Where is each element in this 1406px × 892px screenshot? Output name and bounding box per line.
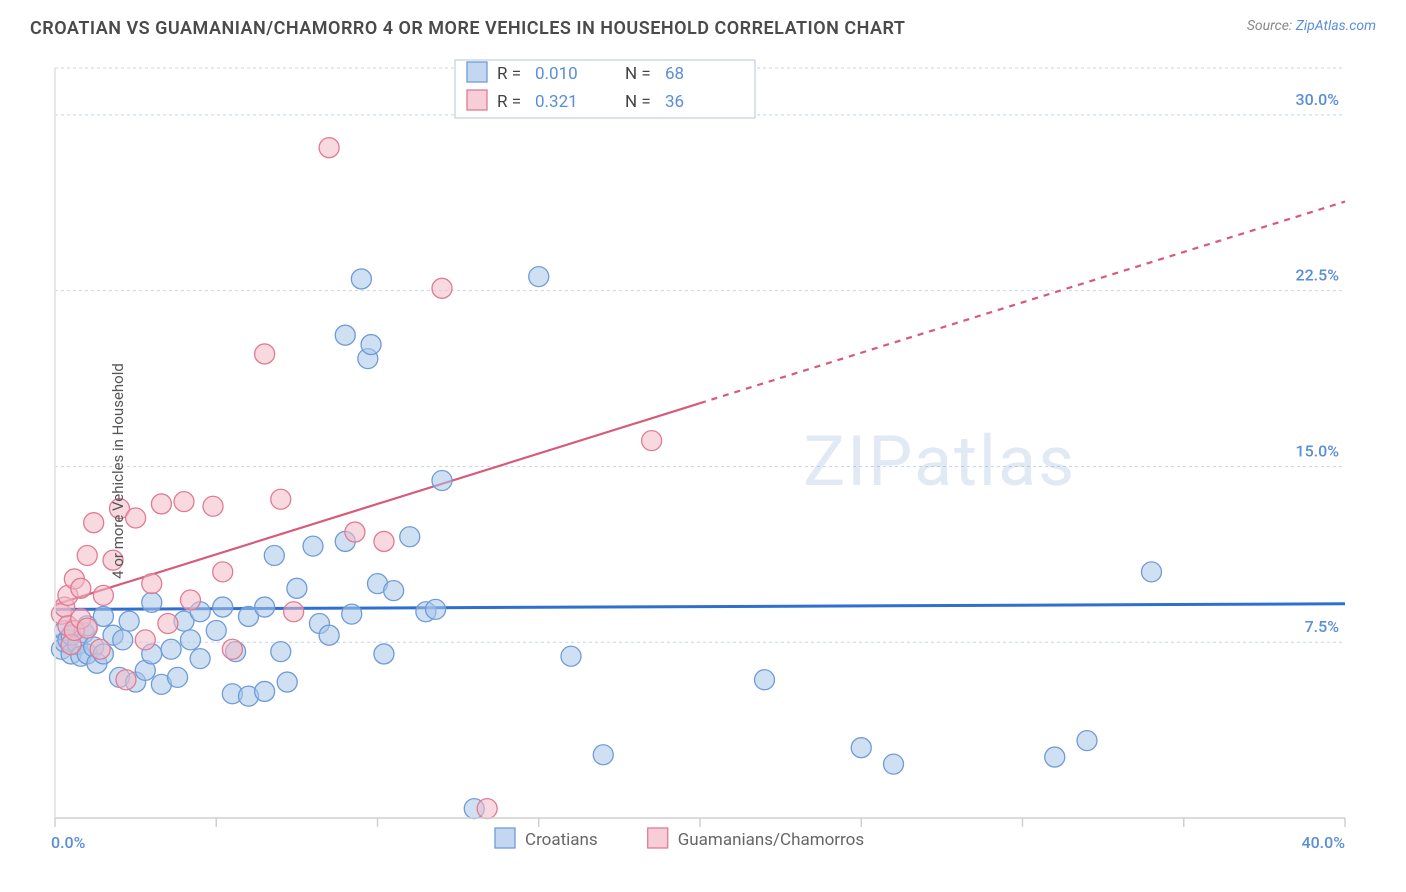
scatter-point (168, 667, 188, 687)
scatter-point (77, 618, 97, 638)
scatter-point (271, 642, 291, 662)
scatter-chart: 7.5% 15.0% 22.5% 30.0% ZIPatlas 0.0% 40.0% R = 0… (0, 50, 1406, 892)
scatter-point (174, 492, 194, 512)
legend-r-label: R = (497, 64, 521, 84)
scatter-point (851, 738, 871, 758)
scatter-point (222, 639, 242, 659)
y-tick-label: 22.5% (1295, 266, 1339, 285)
y-axis-label: 4 or more Vehicles in Household (109, 363, 127, 579)
legend-series-label: Guamanians/Chamorros (678, 830, 864, 850)
scatter-point (255, 681, 275, 701)
legend-n-label: N = (625, 92, 651, 112)
scatter-point (303, 536, 323, 556)
scatter-point (384, 581, 404, 601)
legend-swatch (648, 828, 668, 848)
legend-r-value: 0.321 (535, 92, 578, 112)
legend-series-label: Croatians (525, 830, 598, 850)
scatter-point (432, 471, 452, 491)
scatter-point (142, 574, 162, 594)
legend-n-label: N = (625, 64, 651, 84)
scatter-point (71, 578, 91, 598)
scatter-point (180, 630, 200, 650)
scatter-point (529, 267, 549, 287)
scatter-point (119, 611, 139, 631)
scatter-point (135, 630, 155, 650)
scatter-point (755, 670, 775, 690)
x-tick-label: 0.0% (51, 833, 86, 852)
scatter-point (374, 644, 394, 664)
scatter-point (884, 754, 904, 774)
scatter-point (213, 597, 233, 617)
scatter-point (1142, 562, 1162, 582)
watermark: ZIPatlas (803, 421, 1076, 503)
scatter-point (374, 531, 394, 551)
legend-swatch (467, 62, 487, 82)
scatter-point (642, 431, 662, 451)
scatter-point (284, 602, 304, 622)
source-prefix: Source: (1247, 18, 1296, 34)
scatter-point (264, 546, 284, 566)
scatter-point (593, 745, 613, 765)
scatter-point (142, 592, 162, 612)
scatter-point (190, 649, 210, 669)
legend-swatch (467, 90, 487, 110)
scatter-point (90, 639, 110, 659)
scatter-point (1077, 731, 1097, 751)
scatter-point (426, 599, 446, 619)
scatter-point (271, 489, 291, 509)
scatter-point (158, 613, 178, 633)
scatter-point (351, 269, 371, 289)
scatter-point (319, 138, 339, 158)
scatter-point (93, 585, 113, 605)
chart-title: CROATIAN VS GUAMANIAN/CHAMORRO 4 OR MORE… (30, 18, 905, 39)
scatter-point (561, 646, 581, 666)
scatter-point (255, 597, 275, 617)
scatter-point (203, 496, 223, 516)
legend-swatch (495, 828, 515, 848)
y-tick-label: 7.5% (1305, 617, 1340, 636)
scatter-point (113, 630, 133, 650)
scatter-point (255, 344, 275, 364)
scatter-point (77, 546, 97, 566)
scatter-point (84, 513, 104, 533)
scatter-point (116, 670, 136, 690)
scatter-point (477, 799, 497, 819)
y-tick-label: 15.0% (1295, 441, 1339, 460)
scatter-point (213, 562, 233, 582)
scatter-point (342, 604, 362, 624)
scatter-point (180, 590, 200, 610)
legend-n-value: 36 (665, 92, 684, 112)
source-attribution: Source: ZipAtlas.com (1247, 18, 1376, 34)
scatter-point (319, 625, 339, 645)
scatter-point (277, 672, 297, 692)
scatter-point (432, 278, 452, 298)
scatter-point (1045, 747, 1065, 767)
scatter-point (361, 335, 381, 355)
scatter-point (335, 325, 355, 345)
y-tick-label: 30.0% (1295, 90, 1339, 109)
trend-line-dashed (700, 202, 1345, 404)
scatter-point (400, 527, 420, 547)
x-tick-label: 40.0% (1301, 833, 1345, 852)
legend-n-value: 68 (665, 64, 684, 84)
scatter-point (345, 522, 365, 542)
legend-r-value: 0.010 (535, 64, 578, 84)
scatter-point (287, 578, 307, 598)
source-link[interactable]: ZipAtlas.com (1296, 18, 1376, 34)
scatter-point (161, 639, 181, 659)
scatter-point (151, 494, 171, 514)
scatter-point (206, 621, 226, 641)
scatter-point (126, 508, 146, 528)
legend-r-label: R = (497, 92, 521, 112)
